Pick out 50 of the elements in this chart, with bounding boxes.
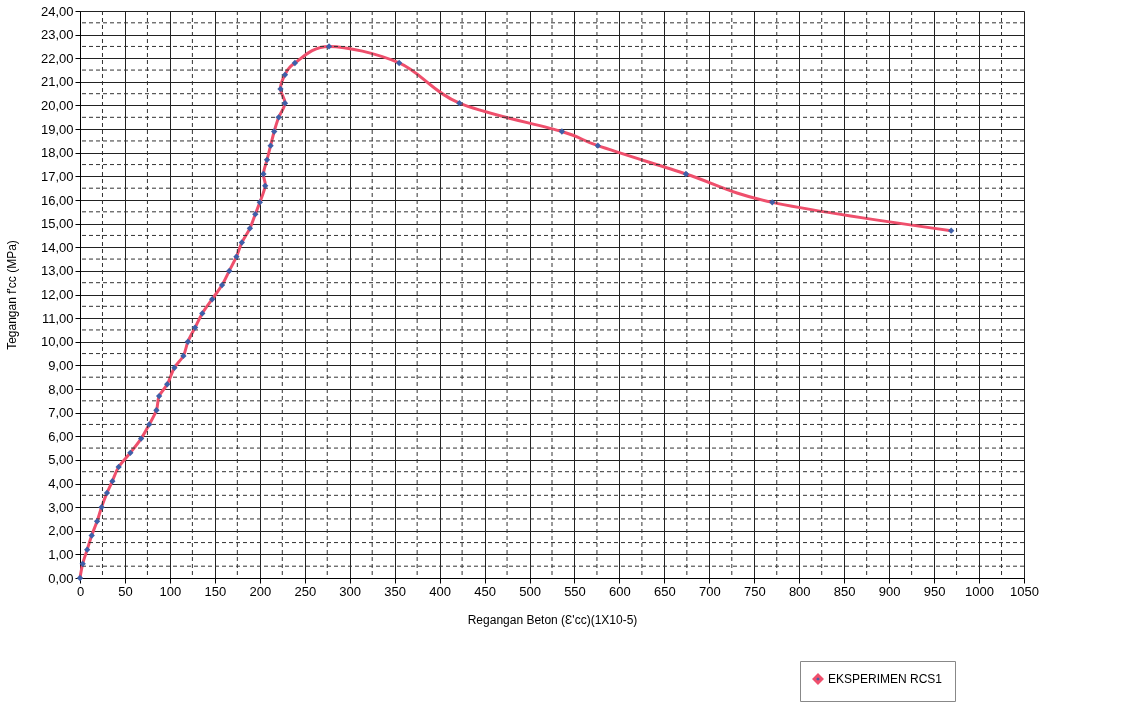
y-tick-label: 5,00	[48, 452, 74, 468]
y-axis-title: Tegangan f'cc (MPa)	[4, 240, 19, 350]
y-tick-label: 20,00	[40, 98, 74, 113]
x-tick-label: 350	[384, 583, 407, 599]
x-tick-label: 950	[923, 583, 946, 599]
y-tick-label: 2,00	[48, 523, 74, 539]
x-tick-label: 550	[564, 583, 586, 599]
x-tick-label: 150	[204, 583, 227, 599]
y-tick-label: 4,00	[48, 476, 74, 491]
x-tick-label: 50	[118, 583, 133, 599]
x-tick-label: 1000	[965, 583, 995, 599]
x-tick-label: 300	[339, 583, 362, 599]
y-tick-label: 23,00	[40, 27, 74, 43]
y-tick-label: 14,00	[40, 239, 74, 255]
y-tick-label: 12,00	[40, 287, 74, 302]
x-tick-label: 200	[249, 583, 272, 599]
x-tick-label: 700	[698, 583, 721, 599]
y-tick-label: 10,00	[40, 334, 74, 350]
y-tick-label: 21,00	[40, 74, 74, 90]
y-tick-label: 15,00	[40, 216, 74, 232]
legend-label: EKSPERIMEN RCS1	[828, 672, 943, 686]
y-tick-label: 0,00	[48, 570, 74, 586]
y-tick-label: 6,00	[48, 428, 74, 444]
y-tick-label: 7,00	[48, 405, 74, 421]
x-axis-title: Regangan Beton (Ɛ'cc)(1X10-5)	[467, 612, 638, 627]
y-tick-label: 8,00	[48, 381, 74, 397]
y-tick-label: 22,00	[40, 50, 74, 66]
x-tick-label: 650	[654, 583, 676, 599]
x-tick-label: 500	[519, 583, 541, 599]
x-tick-label: 400	[429, 583, 451, 599]
x-tick-label: 100	[159, 583, 182, 599]
x-tick-label: 600	[609, 583, 631, 599]
y-tick-label: 13,00	[40, 263, 74, 279]
y-tick-label: 1,00	[48, 546, 74, 562]
y-tick-label: 11,00	[41, 310, 74, 326]
y-tick-label: 17,00	[40, 168, 74, 184]
y-tick-label: 16,00	[40, 192, 74, 208]
x-tick-label: 450	[474, 583, 496, 599]
x-tick-label: 850	[833, 583, 856, 599]
x-tick-label: 800	[788, 583, 811, 599]
y-tick-label: 24,00	[40, 3, 74, 19]
y-tick-label: 18,00	[40, 145, 74, 161]
x-tick-label: 750	[743, 583, 766, 599]
y-tick-label: 9,00	[48, 357, 74, 373]
y-tick-label: 3,00	[48, 499, 74, 515]
x-tick-label: 900	[878, 583, 901, 599]
x-tick-label: 1050	[1010, 583, 1039, 599]
x-tick-label: 0	[76, 583, 85, 599]
x-tick-label: 250	[294, 583, 317, 599]
y-tick-label: 19,00	[40, 121, 74, 137]
